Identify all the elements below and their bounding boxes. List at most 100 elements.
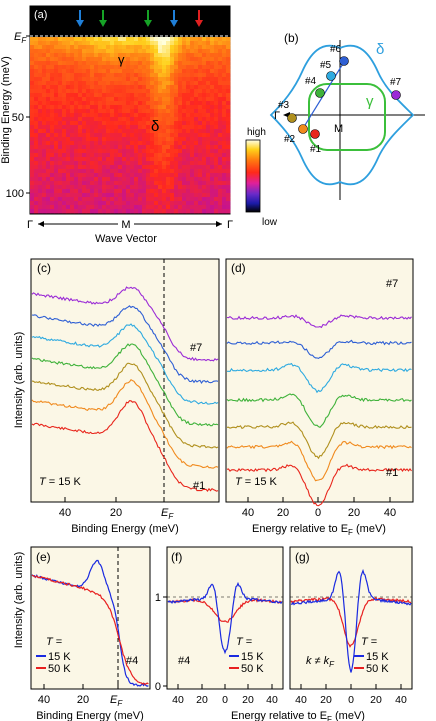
heatmap-cell	[178, 201, 183, 206]
heatmap-cell	[218, 73, 223, 78]
heatmap-cell	[218, 101, 223, 106]
heatmap-cell	[58, 117, 63, 122]
x-arrowhead-right	[216, 221, 222, 227]
heatmap-cell	[90, 97, 95, 102]
heatmap-cell	[154, 193, 159, 198]
heatmap-cell	[74, 201, 79, 206]
heatmap-cell	[42, 53, 47, 58]
heatmap-cell	[194, 173, 199, 178]
heatmap-cell	[54, 181, 59, 186]
heatmap-cell	[62, 37, 67, 42]
heatmap-cell	[82, 69, 87, 74]
heatmap-cell	[182, 137, 187, 142]
heatmap-cell	[222, 77, 227, 82]
heatmap-cell	[82, 61, 87, 66]
heatmap-cell	[198, 209, 203, 214]
heatmap-cell	[106, 153, 111, 158]
heatmap-cell	[66, 205, 71, 210]
heatmap-cell	[126, 137, 131, 142]
heatmap-cell	[58, 81, 63, 86]
heatmap-cell	[54, 197, 59, 202]
heatmap-cell	[50, 45, 55, 50]
heatmap-cell	[86, 41, 91, 46]
heatmap-cell	[154, 157, 159, 162]
heatmap-cell	[206, 141, 211, 146]
heatmap-cell	[102, 181, 107, 186]
heatmap-cell	[66, 113, 71, 118]
heatmap-cell	[218, 85, 223, 90]
heatmap-cell	[94, 209, 99, 214]
heatmap-cell	[66, 37, 71, 42]
heatmap-cell	[142, 137, 147, 142]
heatmap-cell	[46, 61, 51, 66]
heatmap-cell	[134, 49, 139, 54]
heatmap-cell	[130, 73, 135, 78]
heatmap-cell	[82, 121, 87, 126]
heatmap-cell	[86, 125, 91, 130]
heatmap-cell	[154, 133, 159, 138]
heatmap-cell	[174, 97, 179, 102]
heatmap-cell	[50, 145, 55, 150]
heatmap-cell	[58, 69, 63, 74]
heatmap-cell	[146, 141, 151, 146]
heatmap-cell	[58, 65, 63, 70]
heatmap-cell	[226, 125, 231, 130]
heatmap-cell	[106, 129, 111, 134]
heatmap-cell	[146, 193, 151, 198]
heatmap-cell	[90, 153, 95, 158]
heatmap-cell	[186, 129, 191, 134]
heatmap-cell	[98, 69, 103, 74]
heatmap-cell	[110, 161, 115, 166]
heatmap-cell	[66, 53, 71, 58]
heatmap-cell	[138, 93, 143, 98]
heatmap-cell	[134, 189, 139, 194]
heatmap-cell	[54, 85, 59, 90]
heatmap-cell	[134, 41, 139, 46]
heatmap-cell	[74, 109, 79, 114]
heatmap-cell	[166, 133, 171, 138]
heatmap-cell	[102, 197, 107, 202]
heatmap-cell	[134, 165, 139, 170]
heatmap-cell	[74, 121, 79, 126]
heatmap-cell	[106, 97, 111, 102]
heatmap-cell	[138, 189, 143, 194]
heatmap-cell	[206, 129, 211, 134]
heatmap-cell	[86, 73, 91, 78]
heatmap-cell	[102, 53, 107, 58]
heatmap-cell	[142, 45, 147, 50]
heatmap-cell	[126, 73, 131, 78]
heatmap-cell	[114, 121, 119, 126]
heatmap-cell	[118, 165, 123, 170]
heatmap-cell	[202, 73, 207, 78]
heatmap-cell	[122, 105, 127, 110]
heatmap-cell	[146, 177, 151, 182]
heatmap-cell	[182, 181, 187, 186]
heatmap-cell	[110, 197, 115, 202]
heatmap-cell	[166, 157, 171, 162]
heatmap-cell	[226, 197, 231, 202]
heatmap-cell	[102, 177, 107, 182]
g-xticks	[300, 684, 402, 689]
heatmap-cell	[198, 73, 203, 78]
x-arrowhead-left	[38, 221, 44, 227]
heatmap-cell	[102, 157, 107, 162]
heatmap-cell	[82, 37, 87, 42]
heatmap-cell	[178, 53, 183, 58]
heatmap-cell	[206, 121, 211, 126]
heatmap-cell	[182, 173, 187, 178]
heatmap-cell	[138, 185, 143, 190]
heatmap-cell	[142, 73, 147, 78]
heatmap-cell	[62, 205, 67, 210]
heatmap-cell	[42, 173, 47, 178]
heatmap-cell	[94, 193, 99, 198]
heatmap-cell	[154, 149, 159, 154]
g-legend-50k: 50 K	[366, 663, 389, 675]
heatmap-cell	[58, 177, 63, 182]
heatmap-cell	[46, 49, 51, 54]
heatmap-cell	[82, 101, 87, 106]
heatmap-cell	[194, 61, 199, 66]
heatmap-cell	[102, 141, 107, 146]
heatmap-cell	[70, 201, 75, 206]
heatmap-cell	[34, 41, 39, 46]
heatmap-cell	[30, 133, 35, 138]
